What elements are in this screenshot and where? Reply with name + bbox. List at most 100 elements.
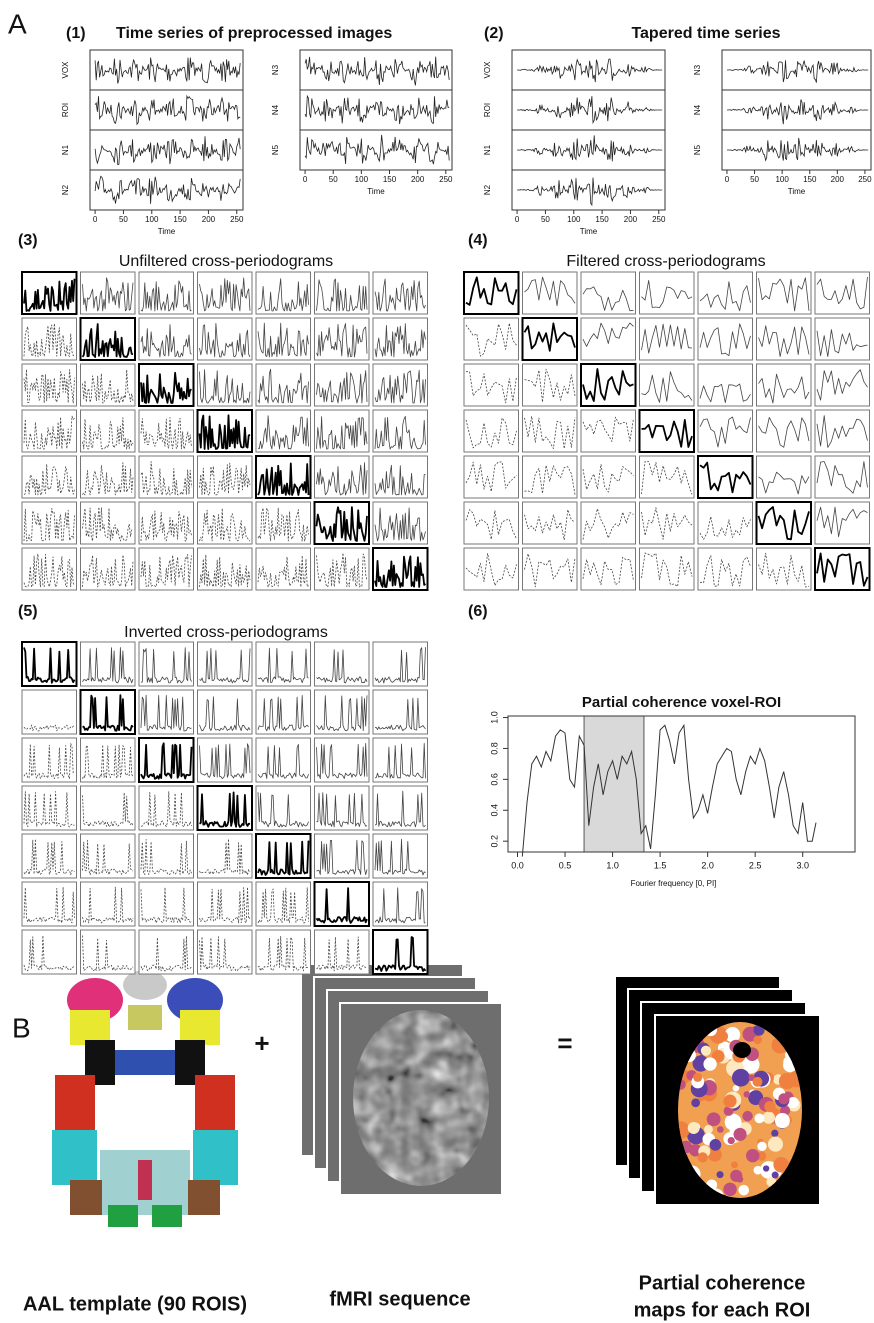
x-tick-label: 0.0	[511, 860, 524, 870]
periodogram-frame	[22, 930, 77, 974]
row-label: N2	[483, 184, 492, 195]
x-tick-label: 200	[831, 175, 845, 184]
panel-label: B	[12, 1012, 31, 1043]
row-label: N1	[483, 144, 492, 155]
panel-title: Inverted cross-periodograms	[124, 624, 328, 641]
body: A (1) Time series of preprocessed images…	[0, 0, 874, 1323]
periodogram-frame	[523, 410, 578, 452]
periodogram-frame	[139, 786, 194, 830]
periodogram-frame	[198, 502, 253, 544]
periodogram-frame	[315, 930, 370, 974]
x-tick-label: 2.5	[749, 860, 762, 870]
map-blob	[778, 1093, 789, 1104]
series-trace	[95, 136, 240, 164]
periodogram-frame	[256, 410, 311, 452]
plot-frame	[508, 716, 855, 852]
map-blob	[753, 1036, 762, 1045]
series-trace	[95, 176, 240, 204]
x-tick-label: 50	[329, 175, 338, 184]
x-tick-label: 1.0	[606, 860, 619, 870]
series-trace	[305, 135, 449, 164]
periodogram-frame	[523, 272, 578, 314]
periodogram-frame	[256, 882, 311, 926]
periodogram-frame	[139, 410, 194, 452]
x-tick-label: 250	[858, 175, 872, 184]
x-axis-label: Time	[158, 227, 176, 236]
map-blob	[732, 1069, 750, 1087]
panel-title: Tapered time series	[631, 25, 780, 42]
plot-frame	[722, 50, 871, 170]
periodogram-frame	[315, 548, 370, 590]
operator: +	[254, 1028, 269, 1058]
panel-label: A	[8, 8, 27, 39]
periodogram-frame	[815, 364, 870, 406]
periodogram-frame	[523, 548, 578, 590]
map-blob	[723, 1183, 736, 1196]
periodogram-frame	[198, 690, 253, 734]
periodogram-frame	[464, 318, 519, 360]
x-tick-label: 250	[439, 175, 453, 184]
series-trace	[305, 96, 449, 124]
row-label: N2	[61, 184, 70, 195]
periodogram-frame	[581, 318, 636, 360]
x-tick-label: 2.0	[701, 860, 714, 870]
map-blob	[771, 1130, 778, 1137]
panel-number: (3)	[18, 232, 38, 249]
x-tick-label: 250	[230, 215, 244, 224]
x-tick-label: 200	[624, 215, 638, 224]
row-label: N3	[693, 64, 702, 75]
y-tick-label: 0.4	[489, 804, 499, 817]
row-label: ROI	[61, 103, 70, 117]
caption: Partial coherence	[639, 1272, 806, 1294]
x-tick-label: 50	[750, 175, 759, 184]
x-axis-label: Time	[367, 187, 385, 196]
periodogram-frame	[22, 882, 77, 926]
x-tick-label: 150	[383, 175, 397, 184]
periodogram-frame	[464, 456, 519, 498]
map-blob	[701, 1046, 711, 1056]
caption: AAL template (90 ROIS)	[23, 1293, 247, 1315]
periodogram-frame	[523, 364, 578, 406]
page: {"figure": { "panel_a_label": "A", "pane…	[0, 0, 874, 1323]
series-trace	[727, 60, 868, 82]
periodogram-frame	[757, 272, 812, 314]
x-tick-label: 1.5	[654, 860, 667, 870]
series-trace	[727, 100, 868, 125]
periodogram-frame	[581, 410, 636, 452]
series-trace	[727, 138, 868, 161]
map-blob	[688, 1122, 700, 1134]
periodogram-frame	[81, 834, 136, 878]
series-trace	[517, 135, 662, 161]
periodogram-frame	[698, 364, 753, 406]
panel-number: (6)	[468, 603, 488, 620]
row-label: VOX	[483, 61, 492, 79]
periodogram-frame	[698, 456, 753, 498]
x-tick-label: 100	[567, 215, 581, 224]
caption: maps for each ROI	[634, 1299, 811, 1321]
map-blob	[738, 1185, 749, 1196]
panel-title: Unfiltered cross-periodograms	[119, 253, 333, 270]
aal-template	[50, 970, 240, 1227]
row-label: N5	[693, 144, 702, 155]
row-label: N4	[271, 104, 280, 115]
x-axis-label: Time	[788, 187, 806, 196]
row-label: N3	[271, 64, 280, 75]
x-tick-label: 200	[411, 175, 425, 184]
periodogram-frame	[22, 502, 77, 544]
panel-number: (4)	[468, 232, 488, 249]
series-trace	[517, 178, 662, 205]
row-label: N4	[693, 104, 702, 115]
x-tick-label: 100	[775, 175, 789, 184]
row-label: N5	[271, 144, 280, 155]
map-blob	[691, 1098, 700, 1107]
periodogram-frame	[581, 502, 636, 544]
x-tick-label: 100	[355, 175, 369, 184]
periodogram-frame	[815, 410, 870, 452]
row-label: VOX	[61, 61, 70, 79]
periodogram-frame	[373, 318, 428, 360]
map-blob	[753, 1077, 763, 1087]
row-label: ROI	[483, 103, 492, 117]
map-blob	[710, 1139, 722, 1151]
periodogram-frame	[81, 738, 136, 782]
periodogram-frame	[256, 548, 311, 590]
